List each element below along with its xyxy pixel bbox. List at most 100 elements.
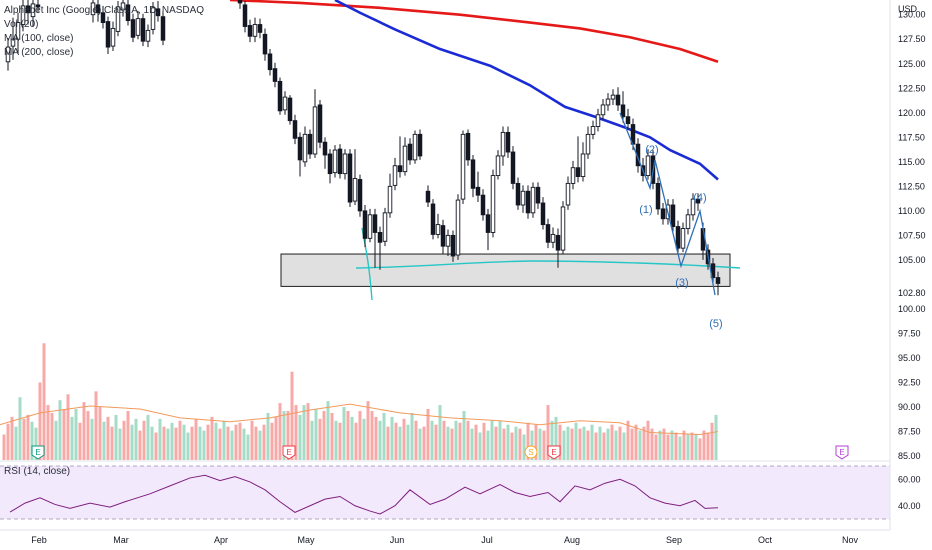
volume-bar — [298, 414, 302, 460]
volume-bar — [394, 422, 398, 460]
price-axis[interactable]: 130.00 127.50 125.00 122.50 120.00 117.50 115.… — [898, 10, 926, 461]
candle-body — [155, 8, 161, 17]
price-tick-label: 92.50 — [898, 378, 921, 388]
last-price-label: 102.80 — [898, 288, 926, 298]
volume-bar — [10, 416, 14, 460]
ma200-line[interactable] — [229, 0, 719, 64]
volume-bar — [66, 394, 70, 460]
candle-body — [312, 106, 318, 155]
candle — [520, 185, 526, 213]
candle-body — [397, 165, 403, 173]
candle-body — [150, 7, 156, 30]
volume-bar — [358, 410, 362, 460]
volume-bar — [74, 408, 78, 460]
candle-body — [247, 25, 253, 37]
candle — [387, 173, 393, 218]
volume-bar — [210, 416, 214, 460]
event-marker-shape — [31, 445, 45, 460]
candle — [455, 194, 461, 260]
volume-bar — [290, 371, 294, 460]
price-tick-label: 100.00 — [898, 304, 926, 314]
event-marker[interactable]: E — [547, 445, 561, 460]
event-marker[interactable]: S — [524, 445, 538, 459]
volume-bar — [274, 416, 278, 460]
price-tick-label: 127.50 — [898, 34, 926, 44]
volume-bar — [506, 424, 510, 460]
candle-body — [145, 29, 151, 42]
candle — [150, 1, 156, 35]
wave-label: (5) — [709, 318, 722, 330]
candle — [282, 91, 288, 115]
candle-body — [125, 4, 131, 22]
volume-bar — [682, 430, 686, 460]
candle — [392, 157, 398, 191]
volume-bar — [386, 426, 390, 460]
volume-indicator-label[interactable]: Vol (20) — [4, 19, 39, 30]
elliott-wave-path[interactable] — [619, 112, 716, 296]
candle-body — [510, 151, 516, 184]
volume-bar — [266, 412, 270, 460]
support-zone[interactable] — [280, 253, 731, 287]
candle-body — [242, 4, 248, 27]
last-price-tag: 102.80 — [891, 285, 932, 299]
candle-body — [237, 0, 243, 4]
volume-bar — [194, 418, 198, 460]
volume-bar — [106, 416, 110, 460]
candle — [130, 13, 136, 43]
candle — [670, 199, 676, 232]
volume-bar — [362, 418, 366, 460]
volume-bar — [678, 436, 682, 460]
ma100-indicator-label[interactable]: MA (100, close) — [4, 33, 74, 44]
candle-body — [540, 202, 546, 226]
volume-bar — [686, 434, 690, 460]
event-marker-label: E — [35, 448, 40, 457]
candle — [550, 227, 556, 249]
volume-bar — [126, 410, 130, 460]
candle — [570, 160, 576, 190]
volume-bar — [162, 426, 166, 460]
rsi-axis[interactable]: 60.00 40.00 — [898, 474, 921, 511]
candle — [257, 18, 263, 39]
ma100-line[interactable] — [334, 0, 719, 181]
volume-bar — [110, 426, 114, 460]
candle-body — [480, 194, 486, 216]
symbol-title[interactable]: Alphabet Inc (Google) Class A, 1D, NASDA… — [4, 5, 205, 16]
price-tick-label: 125.00 — [898, 59, 926, 69]
volume-bar — [630, 428, 634, 460]
candle — [690, 193, 696, 221]
candle-body — [450, 234, 456, 257]
volume-bar — [470, 428, 474, 460]
price-tick-label: 112.50 — [898, 181, 925, 191]
candle-body — [530, 186, 536, 214]
candle-body — [372, 214, 378, 233]
volume-bar — [78, 422, 82, 460]
candle — [302, 126, 308, 167]
volume-bar — [622, 432, 626, 460]
candle — [515, 177, 521, 210]
ma200-indicator-label[interactable]: MA (200, close) — [4, 47, 74, 58]
support-zone-box[interactable] — [280, 253, 731, 287]
event-marker-shape — [835, 445, 849, 460]
event-marker[interactable]: E — [282, 445, 296, 460]
volume-bar — [662, 428, 666, 460]
event-marker[interactable]: E — [835, 445, 849, 460]
candle-body — [660, 208, 666, 220]
candle-body — [455, 199, 461, 256]
candle-body — [35, 4, 41, 8]
volume-bar — [350, 416, 354, 460]
price-tick-label: 107.50 — [898, 230, 926, 240]
volume-bar — [242, 428, 246, 460]
month-label: Aug — [564, 535, 580, 545]
rsi-indicator-label[interactable]: RSI (14, close) — [4, 466, 71, 477]
time-axis[interactable]: Feb Mar Apr May Jun Jul Aug Sep Oct Nov — [31, 535, 858, 545]
event-marker[interactable]: E — [31, 445, 45, 460]
volume-bar — [38, 382, 42, 460]
candle-body — [440, 225, 446, 247]
candle — [680, 222, 686, 253]
volume-bar — [182, 424, 186, 460]
candle-body — [600, 104, 606, 116]
volume-bar — [690, 432, 694, 460]
price-tick-label: 87.50 — [898, 427, 921, 437]
volume-bar — [706, 432, 710, 460]
